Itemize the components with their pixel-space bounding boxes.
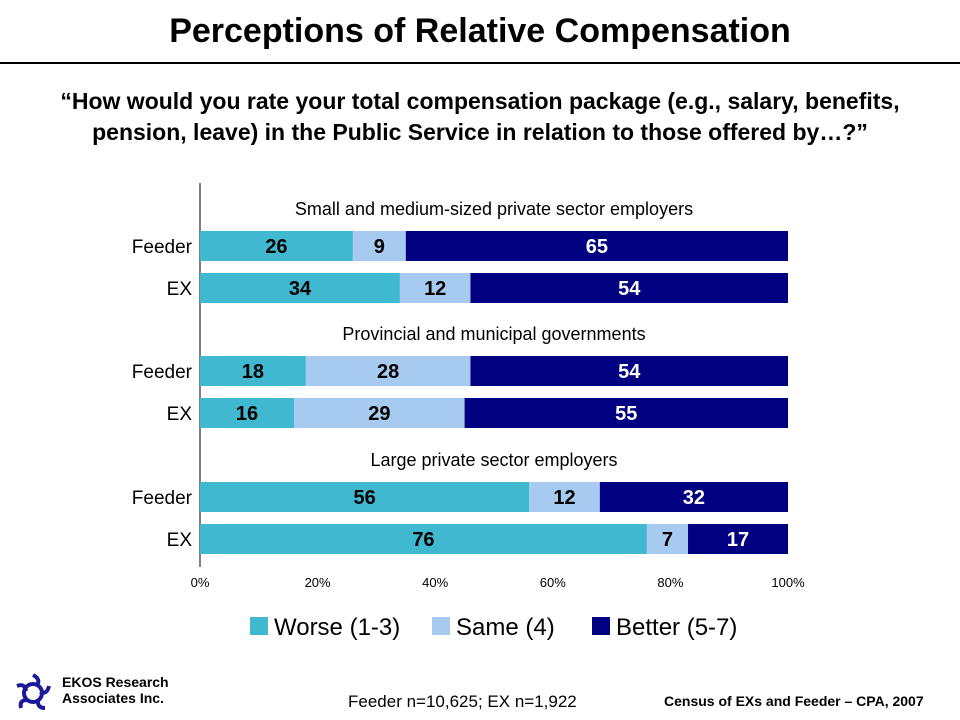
company-name: EKOS Research Associates Inc. <box>62 674 169 706</box>
bar-segment <box>405 231 788 261</box>
x-tick-label: 60% <box>540 575 566 590</box>
x-tick-label: 100% <box>771 575 805 590</box>
x-tick-label: 20% <box>305 575 331 590</box>
data-label: 12 <box>553 487 575 509</box>
bar-segment <box>529 482 600 512</box>
legend-swatch <box>592 617 610 635</box>
group-label: Provincial and municipal governments <box>342 324 645 344</box>
legend-swatch <box>432 617 450 635</box>
page-title: Perceptions of Relative Compensation <box>169 12 791 50</box>
stacked-bar-chart: Small and medium-sized private sector em… <box>132 183 805 641</box>
data-label: 56 <box>354 487 376 509</box>
bar-segment <box>200 524 647 554</box>
data-label: 18 <box>242 361 264 383</box>
ekos-logo-icon <box>16 673 51 710</box>
data-label: 16 <box>236 403 258 425</box>
data-label: 54 <box>618 278 641 300</box>
data-label: 7 <box>662 529 673 551</box>
source-note: Census of EXs and Feeder – CPA, 2007 <box>664 693 924 709</box>
bar-segment <box>399 273 471 303</box>
x-tick-label: 40% <box>422 575 448 590</box>
data-label: 28 <box>377 361 399 383</box>
row-label: Feeder <box>132 237 193 258</box>
bar-segment <box>200 398 295 428</box>
company-line-2: Associates Inc. <box>62 690 164 706</box>
legend-label: Same (4) <box>456 614 555 641</box>
bar-segment <box>599 482 788 512</box>
data-label: 76 <box>412 529 434 551</box>
data-label: 32 <box>683 487 705 509</box>
data-label: 54 <box>618 361 641 383</box>
data-label: 12 <box>424 278 446 300</box>
group-label: Large private sector employers <box>370 450 617 470</box>
bar-segment <box>200 231 353 261</box>
group-label: Small and medium-sized private sector em… <box>295 199 693 219</box>
bar-segment <box>688 524 788 554</box>
legend-label: Better (5-7) <box>616 614 737 641</box>
legend-label: Worse (1-3) <box>274 614 400 641</box>
survey-question: “How would you rate your total compensat… <box>60 88 900 145</box>
bar-segment <box>646 524 689 554</box>
legend-swatch <box>250 617 268 635</box>
bar-segment <box>470 273 788 303</box>
row-label: EX <box>167 404 193 425</box>
data-label: 17 <box>727 529 749 551</box>
bar-segment <box>200 356 306 386</box>
x-tick-label: 80% <box>657 575 683 590</box>
data-label: 29 <box>368 403 390 425</box>
sample-size-note: Feeder n=10,625; EX n=1,922 <box>348 692 577 711</box>
bar-segment <box>352 231 406 261</box>
company-line-1: EKOS Research <box>62 674 169 690</box>
row-label: EX <box>167 279 193 300</box>
x-tick-label: 0% <box>191 575 210 590</box>
data-label: 9 <box>374 236 385 258</box>
row-label: Feeder <box>132 488 193 509</box>
data-label: 65 <box>586 236 608 258</box>
bar-segment <box>470 356 788 386</box>
row-label: EX <box>167 530 193 551</box>
data-label: 55 <box>615 403 637 425</box>
row-label: Feeder <box>132 362 193 383</box>
title-divider <box>0 62 960 64</box>
bar-segment <box>200 273 400 303</box>
data-label: 34 <box>289 278 312 300</box>
data-label: 26 <box>265 236 287 258</box>
bar-segment <box>200 482 530 512</box>
bar-segment <box>305 356 471 386</box>
bar-segment <box>294 398 465 428</box>
bar-segment <box>464 398 788 428</box>
